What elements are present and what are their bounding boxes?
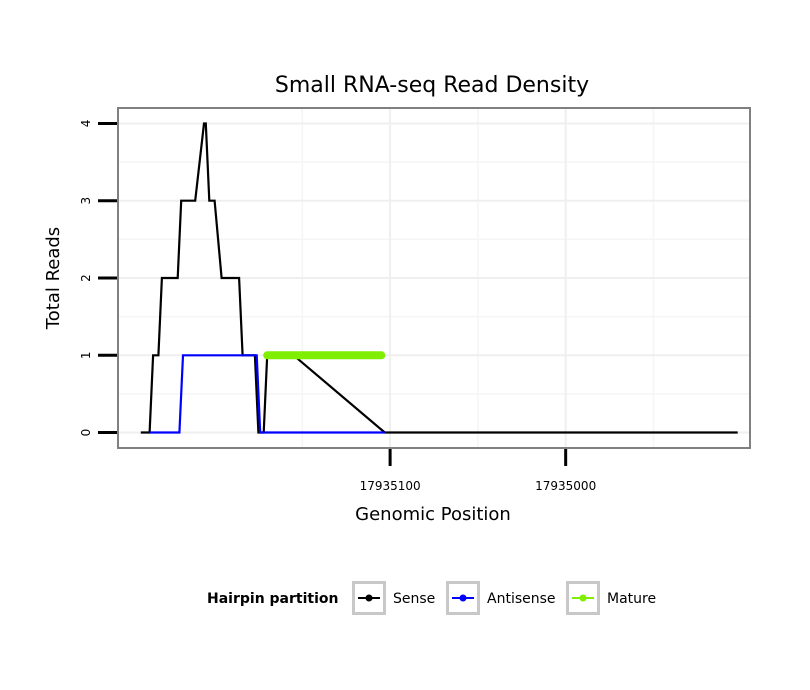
legend-item-sense: Sense	[352, 581, 435, 615]
x-tick-label: 17935000	[535, 479, 596, 493]
legend-label: Mature	[607, 591, 656, 607]
legend-title: Hairpin partition	[207, 591, 338, 607]
legend-label: Sense	[393, 591, 435, 607]
y-tick-label: 4	[79, 120, 93, 128]
y-tick-label: 0	[79, 429, 93, 437]
legend-items: Sense Antisense Mature	[352, 581, 656, 615]
plot-area	[117, 107, 751, 449]
legend-item-antisense: Antisense	[446, 581, 556, 615]
y-axis-label: Total Reads	[43, 227, 64, 330]
x-axis-label: Genomic Position	[355, 504, 511, 525]
x-axis: 17935100 17935000	[360, 449, 596, 493]
y-tick-label: 3	[79, 197, 93, 205]
legend-label: Antisense	[487, 591, 556, 607]
y-axis: 0 1 2 3 4	[79, 120, 117, 437]
series-layer	[140, 122, 738, 434]
series-line-antisense	[149, 354, 385, 434]
plot-frame	[117, 107, 751, 449]
x-tick-label: 17935100	[360, 479, 421, 493]
y-tick-label: 2	[79, 274, 93, 282]
legend-key-dot	[459, 594, 467, 602]
y-tick-label: 1	[79, 351, 93, 359]
legend-item-mature: Mature	[566, 581, 656, 615]
legend-key-dot	[365, 594, 373, 602]
legend-key-dot	[579, 594, 587, 602]
legend: Hairpin partition Sense Antisense Mature	[207, 581, 656, 615]
chart-title: Small RNA-seq Read Density	[275, 73, 589, 98]
